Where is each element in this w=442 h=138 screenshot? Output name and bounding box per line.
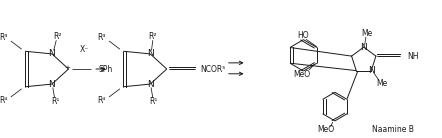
Text: MeO: MeO — [318, 125, 335, 134]
Text: R²: R² — [53, 32, 61, 41]
Text: N: N — [147, 80, 153, 89]
Text: Me: Me — [377, 79, 388, 88]
Text: N: N — [49, 80, 55, 89]
Text: NH: NH — [408, 52, 419, 61]
Text: +: + — [65, 65, 71, 71]
Text: NCOR⁵: NCOR⁵ — [201, 64, 226, 74]
Text: R¹: R¹ — [51, 97, 60, 106]
Text: N: N — [368, 66, 375, 75]
Text: R³: R³ — [0, 33, 8, 42]
Text: HO: HO — [297, 31, 309, 40]
Text: N: N — [49, 49, 55, 58]
Text: R³: R³ — [98, 33, 106, 42]
Text: R²: R² — [148, 32, 156, 41]
Text: SPh: SPh — [99, 64, 113, 74]
Text: R⁴: R⁴ — [98, 96, 106, 105]
Text: Me: Me — [362, 29, 373, 38]
Text: MeO: MeO — [293, 70, 310, 79]
Text: R¹: R¹ — [149, 97, 158, 106]
Text: X⁻: X⁻ — [80, 45, 90, 54]
Text: N: N — [360, 43, 367, 52]
Text: N: N — [147, 49, 153, 58]
Text: R⁴: R⁴ — [0, 96, 8, 105]
Text: Naamine B: Naamine B — [372, 125, 414, 134]
